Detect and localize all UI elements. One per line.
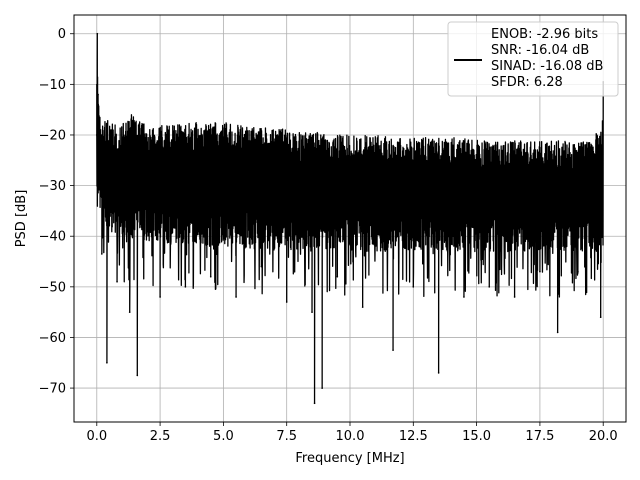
- y-tick-label: −60: [39, 331, 66, 346]
- y-axis-label: PSD [dB]: [14, 190, 29, 248]
- x-tick-label: 7.5: [276, 429, 297, 444]
- psd-point: [475, 189, 478, 192]
- legend-entry-line: SFDR: 6.28: [491, 75, 563, 90]
- psd-point: [526, 179, 529, 182]
- psd-point: [336, 275, 339, 278]
- x-tick-label: 5.0: [213, 429, 234, 444]
- psd-point: [556, 331, 559, 334]
- psd-point: [111, 225, 113, 227]
- psd-point: [260, 265, 263, 268]
- psd-point: [323, 205, 326, 207]
- psd-point: [136, 374, 139, 377]
- psd-point: [374, 215, 377, 217]
- psd-point: [97, 93, 99, 96]
- psd-point: [599, 316, 602, 319]
- psd-point: [513, 296, 516, 298]
- x-tick-label: 0.0: [86, 429, 107, 444]
- psd-point: [95, 134, 98, 136]
- x-tick-label: 20.0: [589, 429, 618, 444]
- y-tick-label: −50: [39, 280, 66, 295]
- psd-point: [361, 306, 364, 308]
- psd-trace: [96, 33, 604, 404]
- noise-band: [96, 33, 604, 404]
- series-layer: [95, 32, 605, 405]
- psd-point: [298, 215, 301, 217]
- y-tick-label: −30: [39, 179, 66, 194]
- psd-point: [539, 270, 541, 273]
- y-axis-ticks: 0 −10 −20 −30 −40 −50 −60 −70: [39, 27, 74, 397]
- psd-point: [96, 32, 99, 35]
- psd-point: [128, 311, 131, 313]
- psd-point: [564, 189, 567, 192]
- psd-point: [488, 286, 491, 288]
- psd-point: [146, 194, 149, 197]
- psd-point: [589, 199, 592, 202]
- psd-point: [247, 210, 250, 212]
- psd-point: [349, 189, 351, 192]
- psd-point: [121, 184, 123, 187]
- psd-point: [463, 296, 465, 298]
- y-tick-label: −10: [39, 78, 66, 93]
- x-tick-label: 17.5: [525, 429, 554, 444]
- psd-point: [184, 286, 187, 288]
- y-tick-label: −70: [39, 382, 66, 397]
- y-tick-label: −40: [39, 230, 66, 245]
- y-tick-label: −20: [39, 128, 66, 143]
- psd-point: [103, 174, 106, 177]
- x-axis-ticks: 0.0 2.5 5.0 7.5 10.0 12.5 15.0 17.5 20.0: [86, 422, 618, 444]
- psd-point: [171, 174, 174, 177]
- psd-point: [209, 275, 212, 278]
- psd-point: [116, 280, 118, 283]
- psd-point: [98, 154, 100, 157]
- psd-point: [313, 402, 316, 405]
- psd-point: [101, 253, 103, 255]
- psd-point: [399, 199, 402, 202]
- legend-entry-line: SINAD: -16.08 dB: [491, 59, 603, 74]
- psd-point: [501, 199, 503, 202]
- psd-point: [450, 205, 453, 207]
- psd-point: [273, 189, 275, 192]
- psd-point: [197, 199, 199, 202]
- psd-point: [99, 184, 101, 187]
- legend-entry-line: SNR: -16.04 dB: [491, 43, 589, 58]
- psd-point: [159, 296, 161, 298]
- psd-point: [285, 301, 288, 303]
- psd-point: [321, 387, 323, 389]
- psd-point: [425, 179, 427, 182]
- psd-point: [311, 311, 313, 313]
- x-tick-label: 15.0: [462, 429, 491, 444]
- psd-point: [577, 270, 579, 273]
- x-tick-label: 2.5: [150, 429, 171, 444]
- psd-point: [108, 169, 111, 172]
- psd-point: [437, 372, 440, 374]
- legend-box: [447, 21, 619, 97]
- legend-entry-line: ENOB: -2.96 bits: [491, 27, 598, 42]
- y-tick-label: 0: [58, 27, 66, 42]
- psd-point: [235, 296, 237, 298]
- psd-point: [392, 349, 394, 351]
- x-axis-label: Frequency [MHz]: [295, 451, 404, 466]
- psd-point: [222, 184, 225, 187]
- psd-point: [106, 361, 108, 364]
- psd-point: [551, 199, 554, 202]
- x-tick-label: 10.0: [336, 429, 365, 444]
- psd-point: [412, 286, 415, 288]
- x-tick-label: 12.5: [399, 429, 428, 444]
